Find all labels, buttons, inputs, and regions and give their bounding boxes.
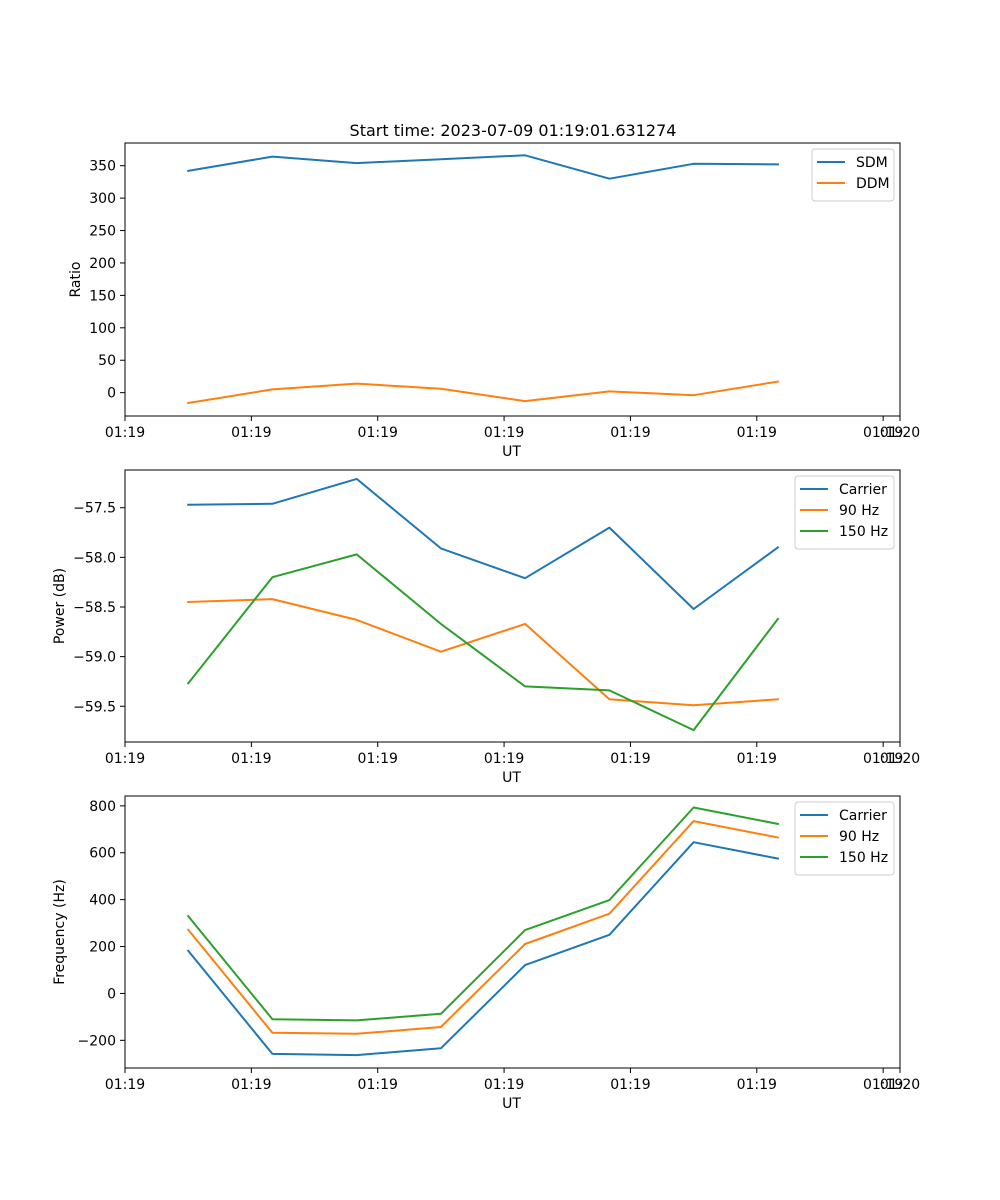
legend-label: 150 Hz xyxy=(839,850,888,866)
axes-frame xyxy=(124,142,901,417)
legend-label: 90 Hz xyxy=(839,829,879,845)
y-tick-label: −58.5 xyxy=(73,600,116,616)
y-tick-label: 0 xyxy=(107,386,116,402)
x-tick-label: 01:19 xyxy=(484,751,524,767)
x-tick-label: 01:19 xyxy=(358,1077,398,1093)
legend-label: DDM xyxy=(856,176,890,192)
panel-1: 01:19 01:19 01:19 01:19 01:19 01:19 01:1901:20… xyxy=(68,142,920,460)
x-tick-label: 01:19 xyxy=(231,1077,271,1093)
x-axis-label: UT xyxy=(502,770,521,786)
series-line-carrier xyxy=(187,477,780,610)
y-tick-label: 250 xyxy=(89,224,116,240)
series-line-90-hz xyxy=(186,820,780,1035)
y-tick-label: 350 xyxy=(89,159,116,175)
y-tick-label: 200 xyxy=(89,940,116,956)
series-line-ddm xyxy=(187,380,780,405)
legend-label: SDM xyxy=(856,155,888,171)
x-tick-label: 01:19 xyxy=(231,751,271,767)
series-line-150-hz xyxy=(186,806,780,1022)
x-tick-label: 01:19 xyxy=(231,425,271,441)
x-tick-label: 01:19 xyxy=(358,751,398,767)
x-tick-label: 01:20 xyxy=(880,1077,920,1093)
x-tick-label: 01:20 xyxy=(880,425,920,441)
panels: 01:19 01:19 01:19 01:19 01:19 01:19 01:1901:20… xyxy=(52,142,920,1112)
axes-frame xyxy=(124,795,901,1069)
y-tick-label: −57.5 xyxy=(73,501,116,517)
x-tick-label: 01:19 xyxy=(358,425,398,441)
legend: Carrier 90 Hz 150 Hz xyxy=(794,475,895,550)
y-tick-label: 100 xyxy=(89,321,116,337)
x-tick-label: 01:19 xyxy=(863,751,903,767)
y-tick-label: −58.0 xyxy=(73,550,116,566)
y-tick-label: −59.0 xyxy=(73,650,116,666)
x-tick-label: 01:19 xyxy=(484,1077,524,1093)
x-tick-label: 01:19 xyxy=(863,1077,903,1093)
y-tick-label: 300 xyxy=(89,191,116,207)
y-tick-label: 600 xyxy=(89,846,116,862)
y-tick-label: 50 xyxy=(98,353,116,369)
y-tick-label: −200 xyxy=(78,1033,116,1049)
x-tick-label: 01:19 xyxy=(610,751,650,767)
y-tick-label: 150 xyxy=(89,288,116,304)
x-tick-label: 01:19 xyxy=(105,425,145,441)
x-tick-label: 01:19 xyxy=(484,425,524,441)
chart-title: Start time: 2023-07-09 01:19:01.631274 xyxy=(350,121,677,140)
x-axis-label: UT xyxy=(502,1096,521,1112)
x-tick-label: 01:19 xyxy=(737,1077,777,1093)
x-tick-label: 01:19 xyxy=(863,425,903,441)
series-line-carrier xyxy=(186,841,780,1057)
x-tick-label: 01:19 xyxy=(737,425,777,441)
panel-2: 01:19 01:19 01:19 01:19 01:19 01:19 01:1901:20… xyxy=(52,469,920,786)
legend-label: Carrier xyxy=(839,482,887,498)
legend: Carrier 90 Hz 150 Hz xyxy=(794,801,895,876)
y-tick-label: 0 xyxy=(107,986,116,1002)
series-line-90-hz xyxy=(187,598,779,707)
axes-frame xyxy=(124,469,901,743)
x-tick-label: 01:20 xyxy=(880,751,920,767)
y-tick-label: −59.5 xyxy=(73,699,116,715)
x-axis-label: UT xyxy=(502,444,521,460)
legend-label: Carrier xyxy=(839,808,887,824)
y-tick-label: 400 xyxy=(89,893,116,909)
y-axis-label: Ratio xyxy=(68,262,84,298)
x-tick-label: 01:19 xyxy=(105,1077,145,1093)
y-axis-label: Power (dB) xyxy=(52,568,68,644)
x-tick-label: 01:19 xyxy=(737,751,777,767)
legend-label: 150 Hz xyxy=(839,524,888,540)
y-axis-label: Frequency (Hz) xyxy=(52,879,68,985)
series-line-150-hz xyxy=(186,553,780,732)
series-line-sdm xyxy=(187,154,779,180)
x-tick-label: 01:19 xyxy=(610,1077,650,1093)
y-tick-label: 800 xyxy=(89,799,116,815)
x-tick-label: 01:19 xyxy=(105,751,145,767)
panel-3: 01:19 01:19 01:19 01:19 01:19 01:19 01:1901:20… xyxy=(52,795,920,1112)
x-tick-label: 01:19 xyxy=(610,425,650,441)
legend: SDM DDM xyxy=(811,148,895,202)
legend-label: 90 Hz xyxy=(839,503,879,519)
y-tick-label: 200 xyxy=(89,256,116,272)
